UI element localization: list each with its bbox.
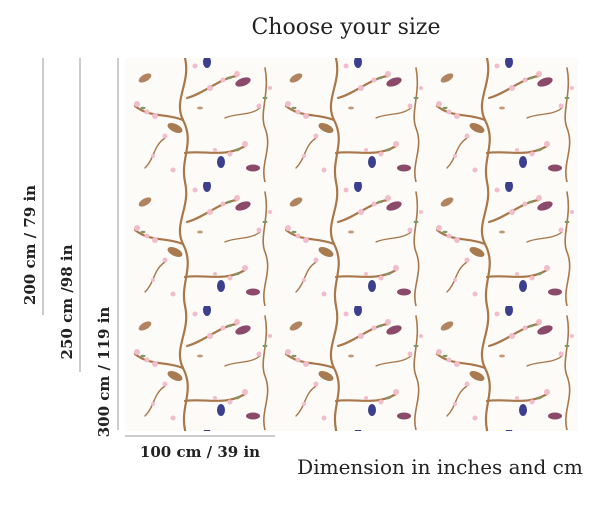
- title: Choose your size: [251, 15, 440, 40]
- caption: Dimension in inches and cm: [297, 455, 583, 479]
- height-label: 200 cm / 79 in: [21, 185, 39, 305]
- wallpaper-pattern: [125, 58, 578, 431]
- width-label: 100 cm / 39 in: [140, 443, 260, 461]
- height-label: 300 cm / 119 in: [95, 307, 113, 438]
- height-label: 250 cm /98 in: [58, 244, 76, 359]
